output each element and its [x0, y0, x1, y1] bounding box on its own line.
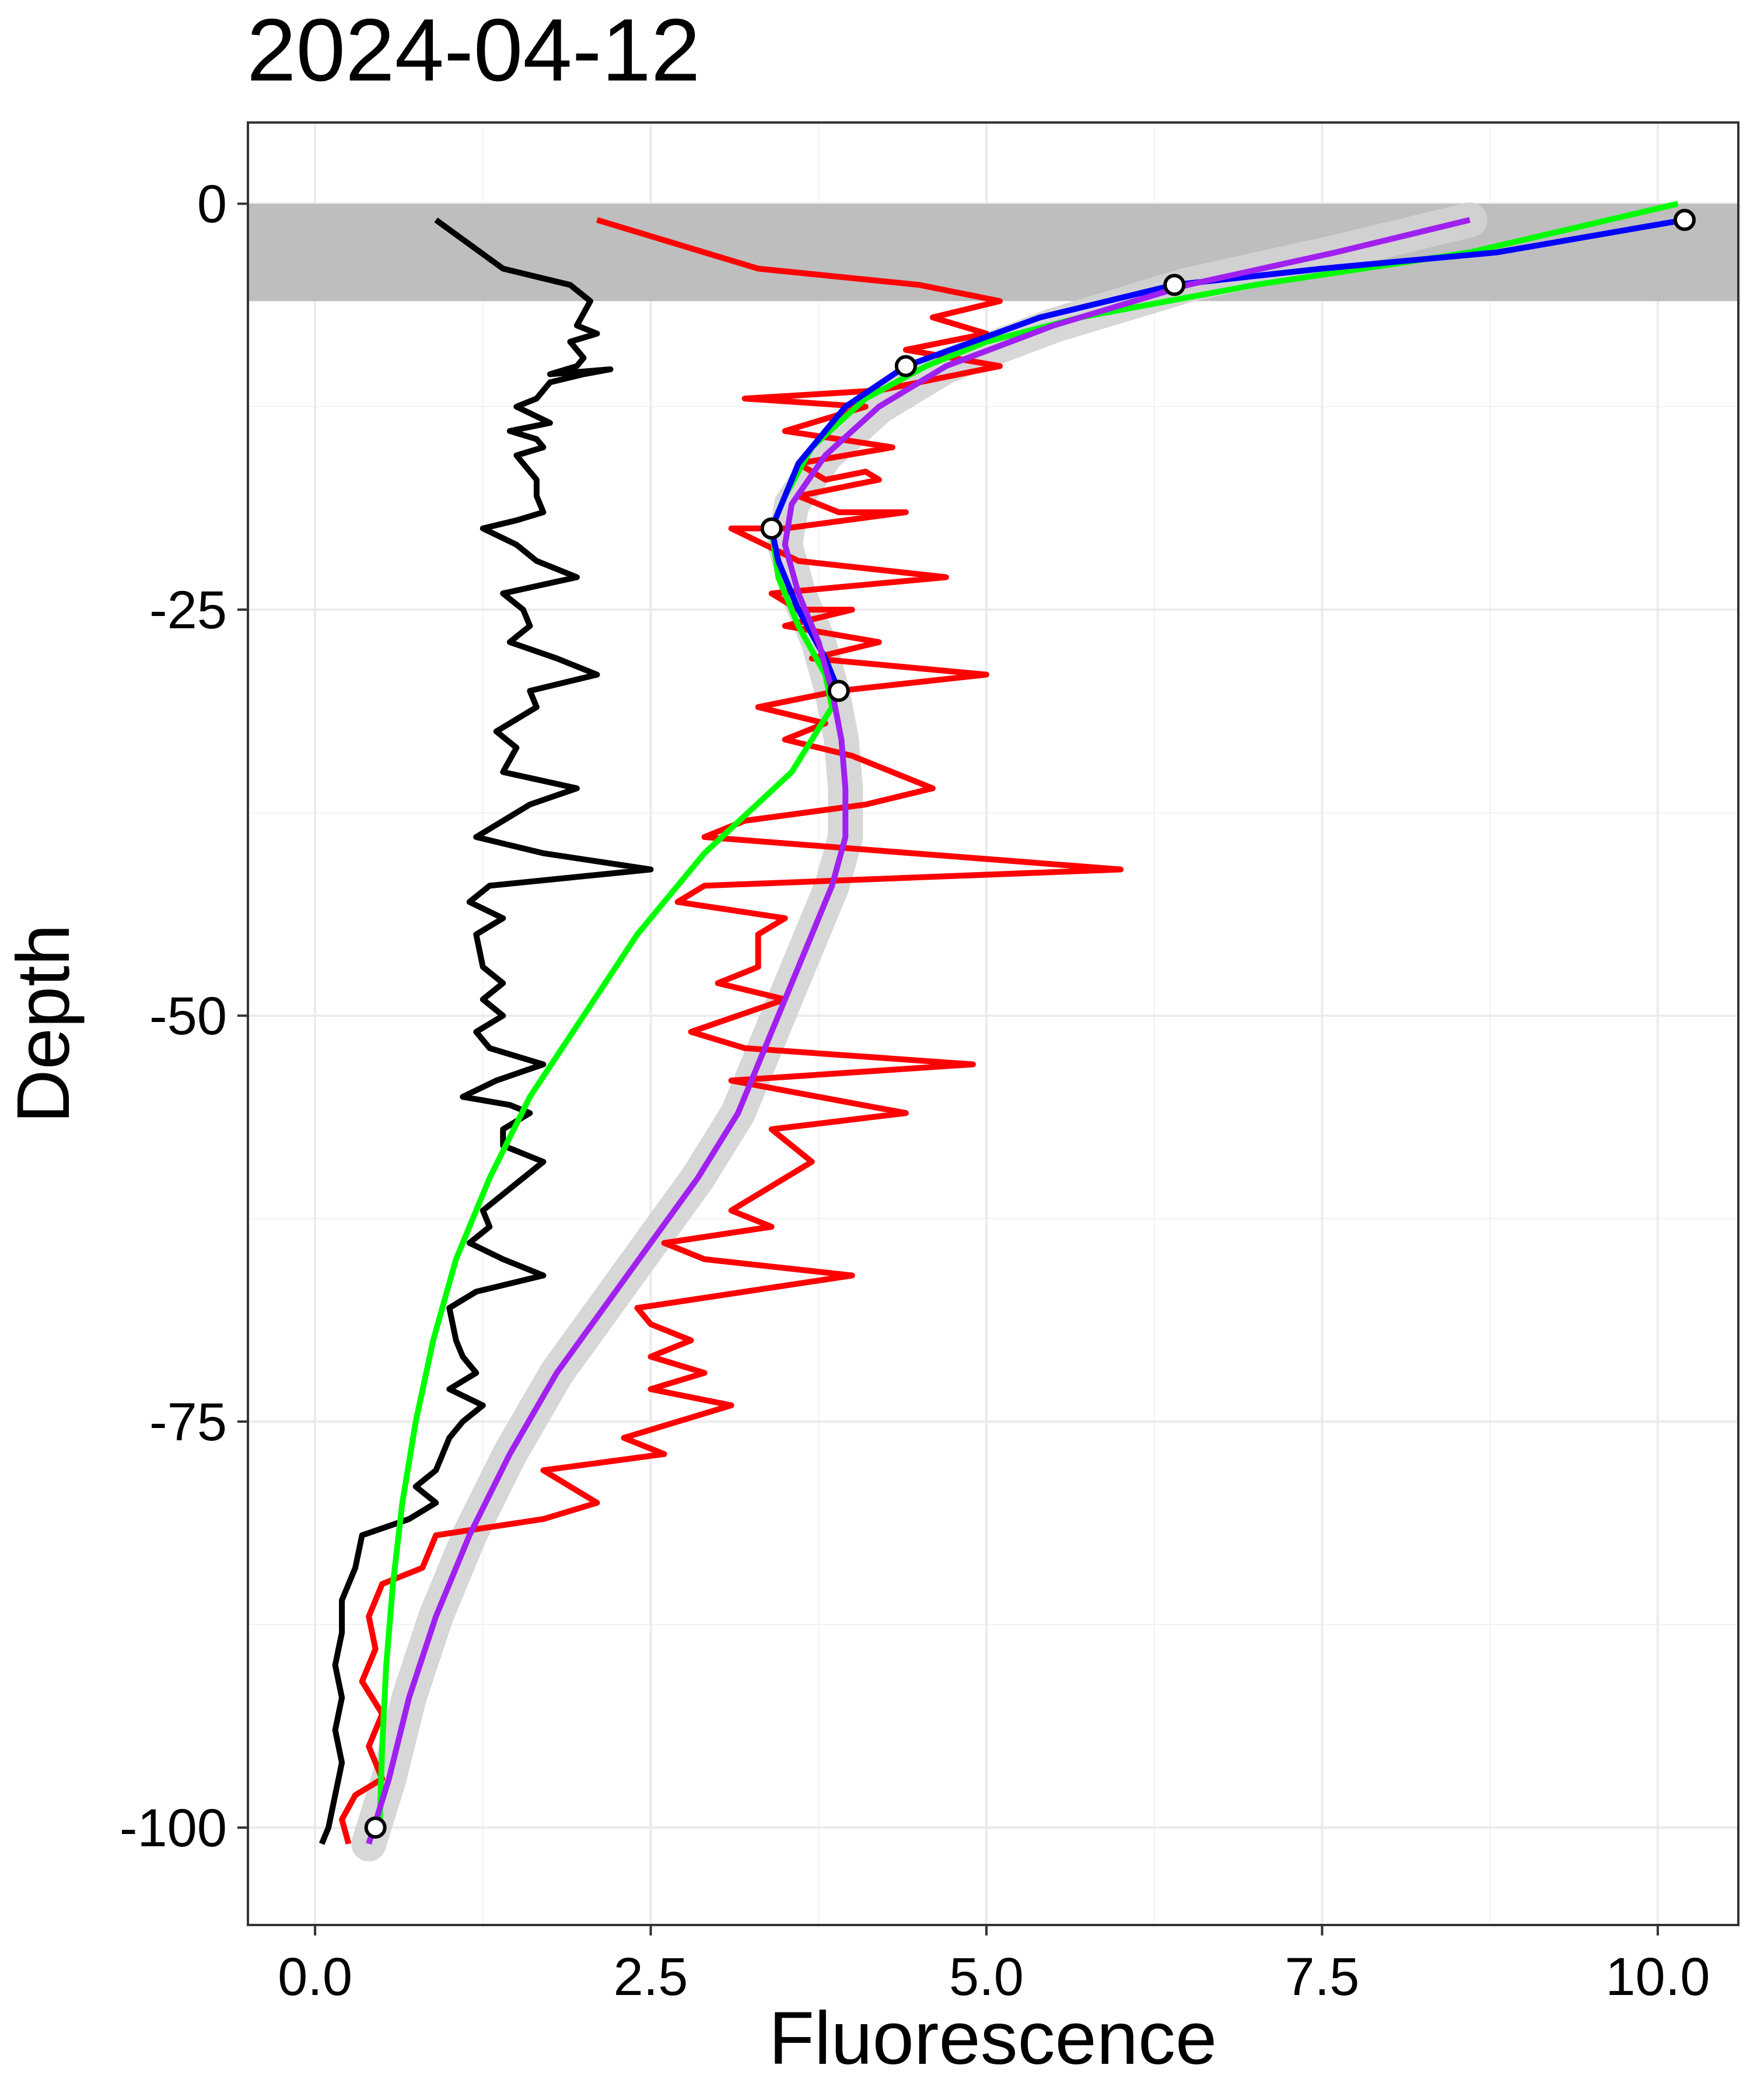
x-axis-title: Fluorescence: [769, 1997, 1217, 2080]
y-tick-label: -100: [120, 1798, 227, 1858]
x-tick-label: 10.0: [1605, 1947, 1710, 2007]
series-line-2: [376, 201, 1679, 1828]
chart-title: 2024-04-12: [247, 1, 701, 100]
series-line-0: [318, 217, 654, 1845]
y-axis-ticks: 0 -25 -50 -75 -100: [120, 174, 248, 1858]
surface-band-layer: [248, 204, 1738, 302]
y-tick-label: -75: [149, 1392, 227, 1452]
x-tick-label: 5.0: [949, 1947, 1024, 2007]
data-marker: [827, 680, 850, 702]
surface-band: [248, 204, 1738, 302]
x-tick-label: 2.5: [614, 1947, 688, 2007]
y-tick-label: 0: [197, 174, 227, 234]
data-marker: [364, 1816, 387, 1839]
data-marker: [894, 355, 917, 377]
x-axis-ticks: 0.0 2.5 5.0 7.5 10.0: [278, 1925, 1710, 2007]
plot-panel-border: [247, 121, 1740, 1926]
series-layer: [318, 201, 1685, 1845]
marker-layer: [364, 209, 1696, 1839]
data-marker: [1163, 274, 1186, 296]
series-line-3: [768, 217, 1685, 692]
series-line-4: [366, 217, 1471, 1845]
y-tick-label: -25: [149, 580, 227, 640]
y-tick-label: -50: [149, 986, 227, 1046]
x-tick-label: 0.0: [278, 1947, 352, 2007]
x-tick-label: 7.5: [1284, 1947, 1359, 2007]
data-marker: [760, 517, 783, 540]
y-axis-title: Depth: [2, 924, 85, 1124]
plot-background: [248, 123, 1738, 1925]
data-marker: [1673, 209, 1696, 232]
